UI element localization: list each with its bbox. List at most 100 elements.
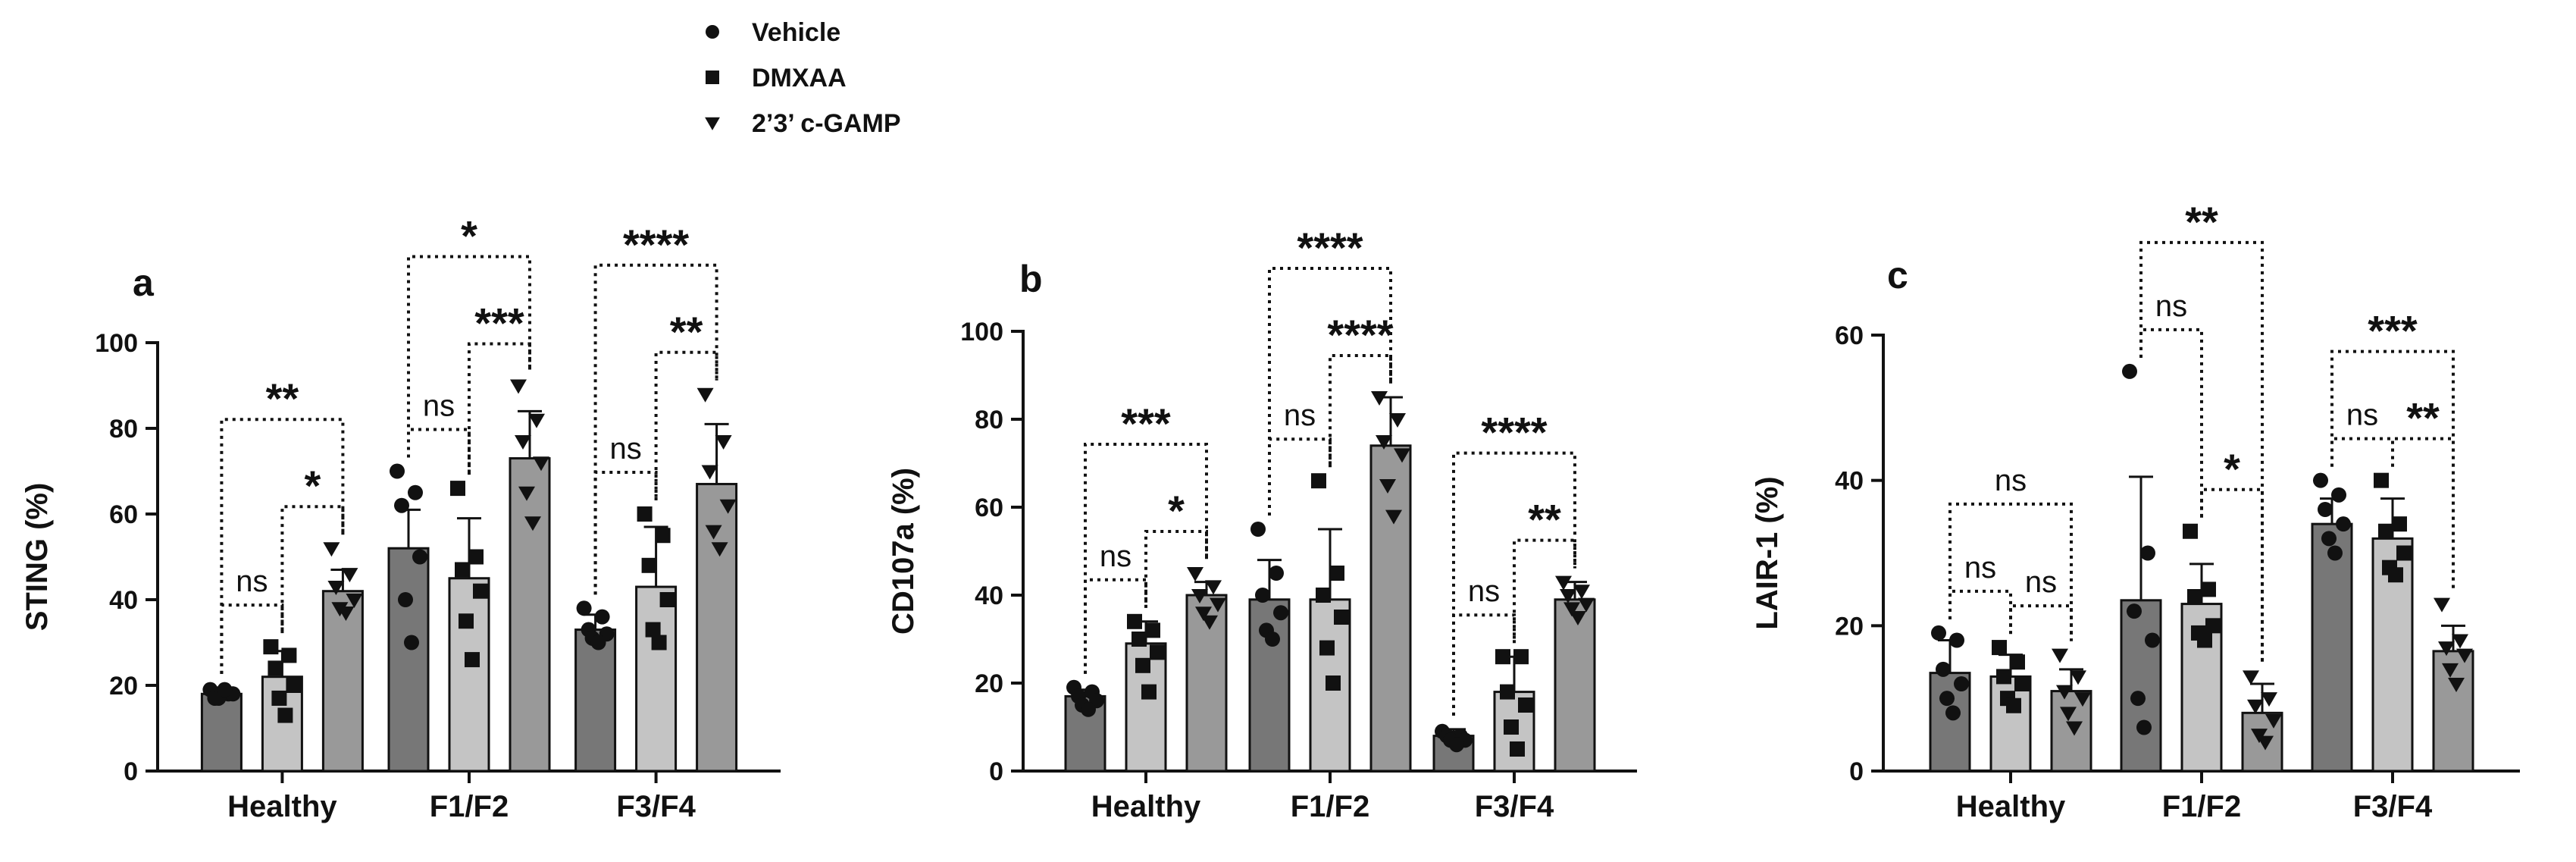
data-point xyxy=(2331,487,2346,503)
data-point xyxy=(277,707,293,723)
bar-f3-f4-0 xyxy=(574,628,617,773)
data-point xyxy=(1495,649,1510,665)
data-point xyxy=(2127,603,2142,619)
x-tick-label: F1/F2 xyxy=(2162,790,2241,823)
data-point xyxy=(2265,713,2282,729)
significance-label: ** xyxy=(1528,496,1561,544)
significance-bracket xyxy=(220,418,345,674)
data-point xyxy=(1250,522,1266,537)
data-point xyxy=(1201,615,1218,630)
legend-marker-0 xyxy=(706,25,719,39)
y-tick-label: 40 xyxy=(109,586,138,615)
data-point xyxy=(524,516,541,531)
data-point xyxy=(2122,363,2137,379)
bar-f3-f4-2 xyxy=(1554,598,1596,773)
data-point xyxy=(2052,648,2068,663)
data-point xyxy=(2321,531,2337,547)
data-point xyxy=(1573,585,1590,600)
x-tick-label: Healthy xyxy=(1091,790,1201,823)
y-axis-label: STING (%) xyxy=(20,483,54,632)
data-point xyxy=(1379,479,1396,494)
significance-label: **** xyxy=(1327,311,1393,359)
legend-label-1: DMXAA xyxy=(752,64,847,92)
data-point xyxy=(1191,589,1208,603)
bar-f3-f4-0 xyxy=(2311,522,2353,773)
significance-label: ns xyxy=(1100,540,1131,573)
data-point xyxy=(1376,435,1392,450)
y-tick-label: 0 xyxy=(124,757,138,786)
data-point xyxy=(1945,705,1961,721)
data-point xyxy=(1145,622,1160,638)
significance-bracket xyxy=(1144,530,1208,608)
bar-f1-f2-0 xyxy=(2120,599,2162,773)
data-point xyxy=(2130,691,2146,707)
legend-marker-2 xyxy=(705,117,720,130)
data-point xyxy=(1996,669,2011,685)
significance-label: ns xyxy=(2346,399,2378,432)
x-tick-label: F3/F4 xyxy=(1475,790,1554,823)
data-point xyxy=(412,549,427,565)
data-point xyxy=(2251,729,2268,744)
data-point xyxy=(2183,523,2198,539)
significance-bracket xyxy=(2139,328,2203,518)
significance-label: ns xyxy=(1964,551,1996,585)
significance-bracket xyxy=(1268,267,1392,516)
data-point xyxy=(2442,663,2459,678)
y-tick-label: 40 xyxy=(975,581,1003,610)
data-point xyxy=(2448,678,2465,692)
data-point xyxy=(659,592,675,607)
data-point xyxy=(1560,589,1576,603)
bar-f1-f2-0 xyxy=(387,547,430,773)
y-tick-label: 60 xyxy=(975,494,1003,522)
significance-bracket xyxy=(2139,240,2264,663)
data-point xyxy=(2434,597,2450,613)
data-point xyxy=(1385,509,1402,525)
y-tick-label: 100 xyxy=(960,318,1003,346)
bar-f1-f2-2 xyxy=(509,457,551,773)
significance-bracket xyxy=(654,350,718,500)
data-point xyxy=(1131,632,1147,647)
data-point xyxy=(1500,684,1515,700)
data-point xyxy=(2374,472,2389,488)
significance-label: **** xyxy=(623,221,689,268)
data-point xyxy=(1141,684,1157,700)
data-point xyxy=(2205,618,2221,634)
bar-f3-f4-1 xyxy=(635,585,678,773)
data-point xyxy=(2438,641,2455,657)
data-point xyxy=(515,434,531,450)
data-point xyxy=(2145,632,2160,648)
data-point xyxy=(533,456,549,472)
data-point xyxy=(2056,685,2073,700)
data-point xyxy=(286,678,302,693)
significance-label: * xyxy=(2224,445,2240,493)
data-point xyxy=(1187,567,1203,581)
panel-letter: b xyxy=(1019,258,1043,300)
panels: a STING (%) 0 20 40 60 80 100 Healthy F1/F2 F3/F4 n… xyxy=(20,198,2520,823)
y-tick-label: 0 xyxy=(989,757,1003,786)
y-tick-label: 20 xyxy=(109,672,138,701)
data-point xyxy=(510,379,527,394)
data-point xyxy=(2014,676,2030,691)
panel-letter: c xyxy=(1887,254,1908,296)
data-point xyxy=(1449,737,1464,753)
significance-label: **** xyxy=(1481,409,1547,456)
data-point xyxy=(1334,610,1349,625)
data-point xyxy=(696,387,714,403)
bar-healthy-2 xyxy=(2050,690,2092,773)
y-axis-label: LAIR-1 (%) xyxy=(1751,476,1784,629)
data-point xyxy=(2074,692,2091,707)
data-point xyxy=(1311,473,1326,489)
significance-bracket xyxy=(593,263,718,595)
data-point xyxy=(2261,692,2277,707)
significance-label: ** xyxy=(266,375,299,422)
significance-label: ns xyxy=(1995,464,2027,497)
y-tick-label: 0 xyxy=(1849,757,1864,786)
significance-label: ns xyxy=(423,390,455,423)
significance-label: ns xyxy=(609,432,641,465)
data-point xyxy=(465,652,480,668)
significance-bracket xyxy=(1948,589,2012,635)
data-point xyxy=(637,506,653,522)
data-point xyxy=(398,592,413,607)
data-point xyxy=(1127,613,1142,629)
